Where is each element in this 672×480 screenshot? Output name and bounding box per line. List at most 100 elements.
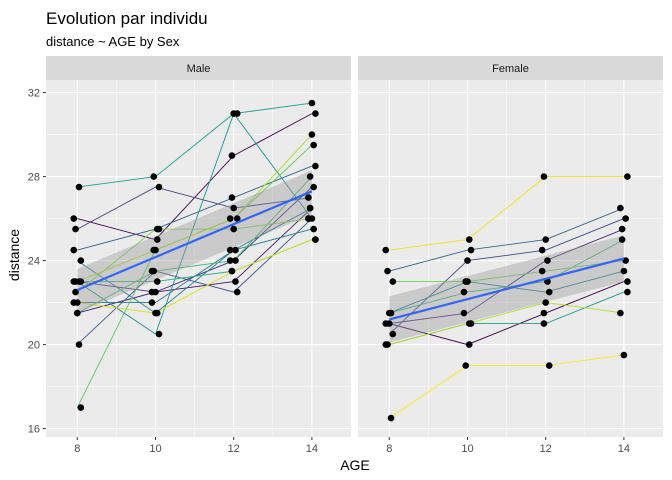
data-point: [305, 215, 312, 222]
data-point: [305, 194, 312, 201]
data-point: [232, 278, 239, 285]
data-point: [540, 309, 548, 317]
data-point: [540, 320, 548, 327]
chart-title: Evolution par individu: [46, 9, 208, 28]
data-point: [620, 351, 628, 359]
data-point: [153, 278, 161, 285]
data-point: [226, 215, 234, 222]
data-point: [389, 278, 397, 285]
data-point: [155, 183, 163, 191]
data-point: [228, 267, 236, 275]
data-point: [385, 309, 393, 317]
data-point: [75, 278, 83, 285]
data-point: [148, 299, 156, 306]
data-point: [624, 278, 631, 285]
series-line: [77, 102, 312, 188]
data-point: [150, 173, 158, 180]
data-point: [540, 173, 548, 180]
data-point: [75, 341, 83, 348]
x-tick-label: 10: [149, 443, 161, 455]
data-point: [153, 236, 161, 243]
x-tick-label: 14: [618, 443, 630, 455]
data-point: [384, 341, 391, 348]
data-point: [228, 194, 236, 201]
data-point: [464, 278, 471, 285]
facet-panel-female: Female 8 10 12 14: [358, 56, 663, 455]
chart-subtitle: distance ~ AGE by Sex: [46, 34, 180, 49]
data-point: [544, 278, 551, 285]
data-point: [77, 257, 85, 264]
data-point: [538, 267, 546, 275]
data-point: [306, 204, 314, 212]
data-point: [228, 152, 236, 159]
x-axis-title: AGE: [340, 457, 370, 473]
data-point: [312, 110, 319, 117]
data-point: [542, 236, 549, 243]
data-point: [624, 288, 631, 296]
data-point: [464, 257, 471, 264]
data-point: [545, 362, 553, 369]
x-tick-label: 8: [74, 443, 80, 455]
data-point: [622, 215, 629, 222]
series-line: [389, 207, 625, 272]
data-point: [308, 131, 316, 138]
data-point: [389, 330, 397, 338]
data-point: [310, 141, 317, 149]
data-point: [312, 236, 319, 243]
x-tick-label: 8: [386, 443, 392, 455]
data-point: [155, 225, 163, 233]
data-point: [72, 225, 79, 233]
series-line: [77, 228, 313, 314]
series-line: [77, 239, 313, 314]
data-point: [72, 288, 79, 296]
data-point: [624, 173, 631, 180]
data-point: [233, 215, 241, 222]
facet-panel-male: Male 8 10 12 14 16 20 24 28 32: [28, 56, 351, 455]
data-point: [538, 246, 546, 254]
data-point: [226, 257, 234, 264]
data-point: [148, 267, 156, 275]
data-point: [308, 99, 316, 107]
data-point: [467, 320, 475, 327]
data-point: [462, 362, 470, 369]
panel-background: [358, 80, 663, 437]
data-point: [230, 225, 237, 233]
y-tick-label: 20: [28, 340, 40, 352]
data-point: [232, 257, 239, 264]
series-line: [77, 176, 313, 314]
data-point: [465, 236, 473, 243]
data-point: [233, 110, 241, 117]
data-point: [542, 299, 549, 306]
series-line: [389, 302, 624, 346]
trend-line: [76, 190, 313, 292]
data-point: [310, 183, 317, 191]
data-point: [75, 183, 83, 191]
data-point: [467, 246, 475, 254]
data-point: [152, 288, 159, 296]
y-tick-label: 32: [28, 88, 40, 100]
series-line: [389, 239, 625, 314]
data-point: [150, 246, 158, 254]
data-point: [384, 267, 391, 275]
data-point: [617, 309, 624, 317]
series-line: [77, 134, 313, 283]
facet-panels: Male 8 10 12 14 16 20 24 28 32 Female 8 10 12 14: [28, 56, 663, 455]
data-point: [618, 225, 626, 233]
data-point: [620, 267, 628, 275]
y-tick-label: 24: [28, 256, 40, 268]
trend-line: [389, 257, 625, 321]
y-axis-title: distance: [6, 229, 22, 281]
facet-strip-label: Male: [187, 63, 211, 75]
panel-background: [46, 80, 351, 437]
data-point: [544, 257, 551, 264]
data-point: [312, 162, 319, 170]
data-point: [617, 204, 624, 212]
data-point: [155, 330, 163, 338]
data-point: [306, 173, 314, 180]
data-point: [618, 236, 626, 243]
series-line: [389, 354, 624, 419]
series-line: [389, 176, 624, 251]
data-point: [545, 288, 553, 296]
data-point: [460, 288, 468, 296]
